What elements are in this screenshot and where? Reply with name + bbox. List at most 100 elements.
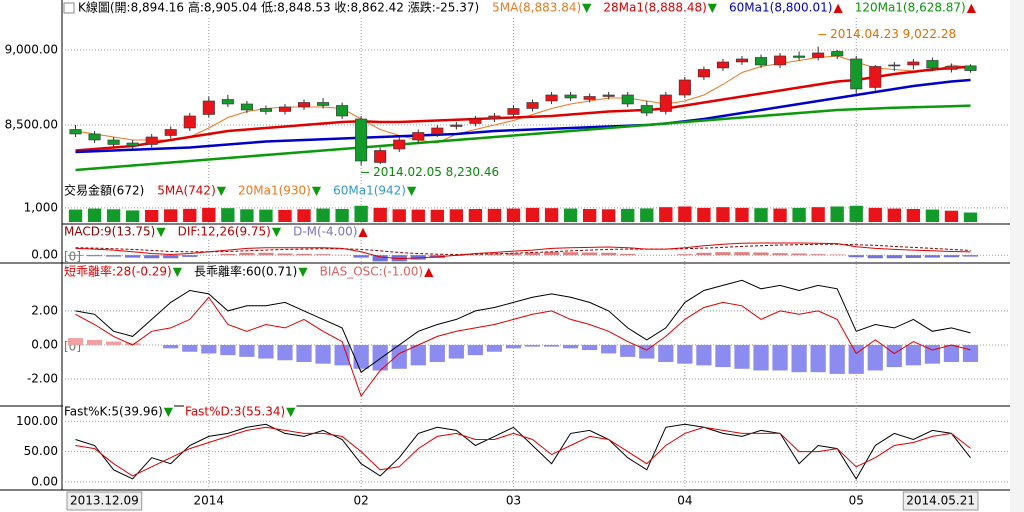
histogram-bar [182, 344, 198, 352]
candle-body [793, 55, 806, 58]
histogram-bar [486, 344, 503, 352]
volume-bar [487, 208, 502, 222]
candle-body [298, 102, 311, 108]
volume-bar [145, 210, 159, 222]
histogram-bar [448, 344, 464, 359]
legend-bg [491, 1, 593, 15]
histogram-bar [620, 253, 636, 256]
candle-body [564, 94, 577, 99]
histogram-bar [772, 344, 788, 371]
histogram-bar [125, 255, 141, 258]
volume-bar [563, 208, 578, 222]
candle-body [69, 129, 82, 135]
volume-bar [259, 209, 273, 222]
histogram-bar [639, 344, 655, 359]
candle-body [126, 142, 139, 147]
volume-bar [506, 208, 521, 222]
volume-bar [87, 208, 102, 222]
volume-bar [621, 208, 635, 222]
volume-bar [430, 209, 444, 222]
legend-bg [156, 184, 227, 198]
volume-bar [125, 210, 140, 222]
series-line [75, 426, 971, 477]
volume-bar [697, 207, 711, 222]
legend-arrow: ▲ [967, 1, 977, 15]
candle-body [431, 127, 444, 135]
x-tick-label: 2014.05.21 [906, 494, 975, 508]
volume-bar [659, 207, 673, 222]
x-tick-label: 03 [506, 494, 521, 508]
histogram-bar [201, 344, 217, 354]
series-line [75, 242, 971, 260]
volume-bar [754, 208, 768, 222]
volume-bar [316, 208, 330, 222]
legend-bg [63, 265, 183, 279]
legend-arrow: ▼ [272, 225, 282, 239]
histogram-bar [486, 253, 503, 256]
candle-body [812, 52, 825, 58]
volume-bar [354, 205, 368, 222]
y-tick-label: 9,000.00 [5, 42, 58, 56]
histogram-bar [372, 344, 388, 371]
legend-text: Fast%K:5(39.96) [64, 405, 163, 419]
histogram-bar [962, 344, 979, 362]
y-tick-label: 2.00 [31, 303, 58, 317]
legend-arrow: ▼ [173, 265, 183, 279]
volume-bar [164, 209, 178, 222]
histogram-bar [791, 344, 807, 373]
candle-body [507, 108, 520, 115]
legend-bg [63, 405, 175, 419]
series-line [75, 104, 971, 172]
right-margin [1010, 0, 1024, 512]
candle-body [488, 115, 501, 120]
legend-text: 28Ma1(8,888.48) [603, 1, 706, 15]
x-label-box [902, 491, 979, 511]
volume-bar [830, 206, 844, 222]
legend-arrow: ▼ [407, 184, 417, 198]
candle-body [240, 103, 253, 111]
legend-text: 20Ma1(930) [238, 184, 311, 198]
candle-body [583, 96, 596, 100]
candle-body [317, 102, 330, 106]
candle-body [869, 66, 882, 88]
histogram-bar [905, 255, 921, 258]
volume-bar [678, 206, 692, 222]
histogram-bar [867, 255, 883, 259]
histogram-bar [582, 344, 598, 351]
volume-bar [944, 210, 959, 222]
histogram-bar [715, 252, 731, 256]
legend-text: 5MA(742) [157, 184, 215, 198]
series-line [75, 65, 971, 152]
histogram-bar [696, 252, 712, 256]
histogram-bar [582, 252, 598, 256]
y-tick-label: 0.00 [31, 337, 58, 351]
histogram-bar [867, 344, 883, 371]
candle-body [926, 60, 939, 69]
volume-bar [716, 207, 730, 222]
x-tick-label: 02 [354, 494, 369, 508]
histogram-bar [258, 344, 274, 359]
legend-text: 短乖離率:28(-0.29) [64, 264, 172, 279]
legend-text: 長乖離率:60(0.71) [194, 264, 297, 279]
histogram-bar [105, 255, 122, 257]
legend-arrow: ▼ [164, 405, 174, 419]
legend-bg [176, 225, 283, 239]
histogram-bar [677, 344, 693, 364]
volume-bar [240, 209, 254, 222]
legend-bg [184, 405, 297, 419]
legend-text: 5MA(8,883.84) [492, 1, 581, 15]
legend-arrow: ▼ [312, 184, 322, 198]
legend-bg [318, 265, 435, 279]
volume-bar [963, 212, 978, 222]
histogram-bar [86, 339, 103, 345]
candle-body [964, 65, 977, 71]
legend-bg [292, 225, 369, 239]
histogram-bar [163, 344, 179, 349]
volume-bar [297, 209, 311, 222]
y-tick-label: 1,000 [24, 200, 58, 214]
candle-body [526, 102, 539, 109]
histogram-bar [924, 344, 941, 364]
legend-arrow: ▼ [156, 225, 166, 239]
histogram-bar [829, 344, 845, 374]
